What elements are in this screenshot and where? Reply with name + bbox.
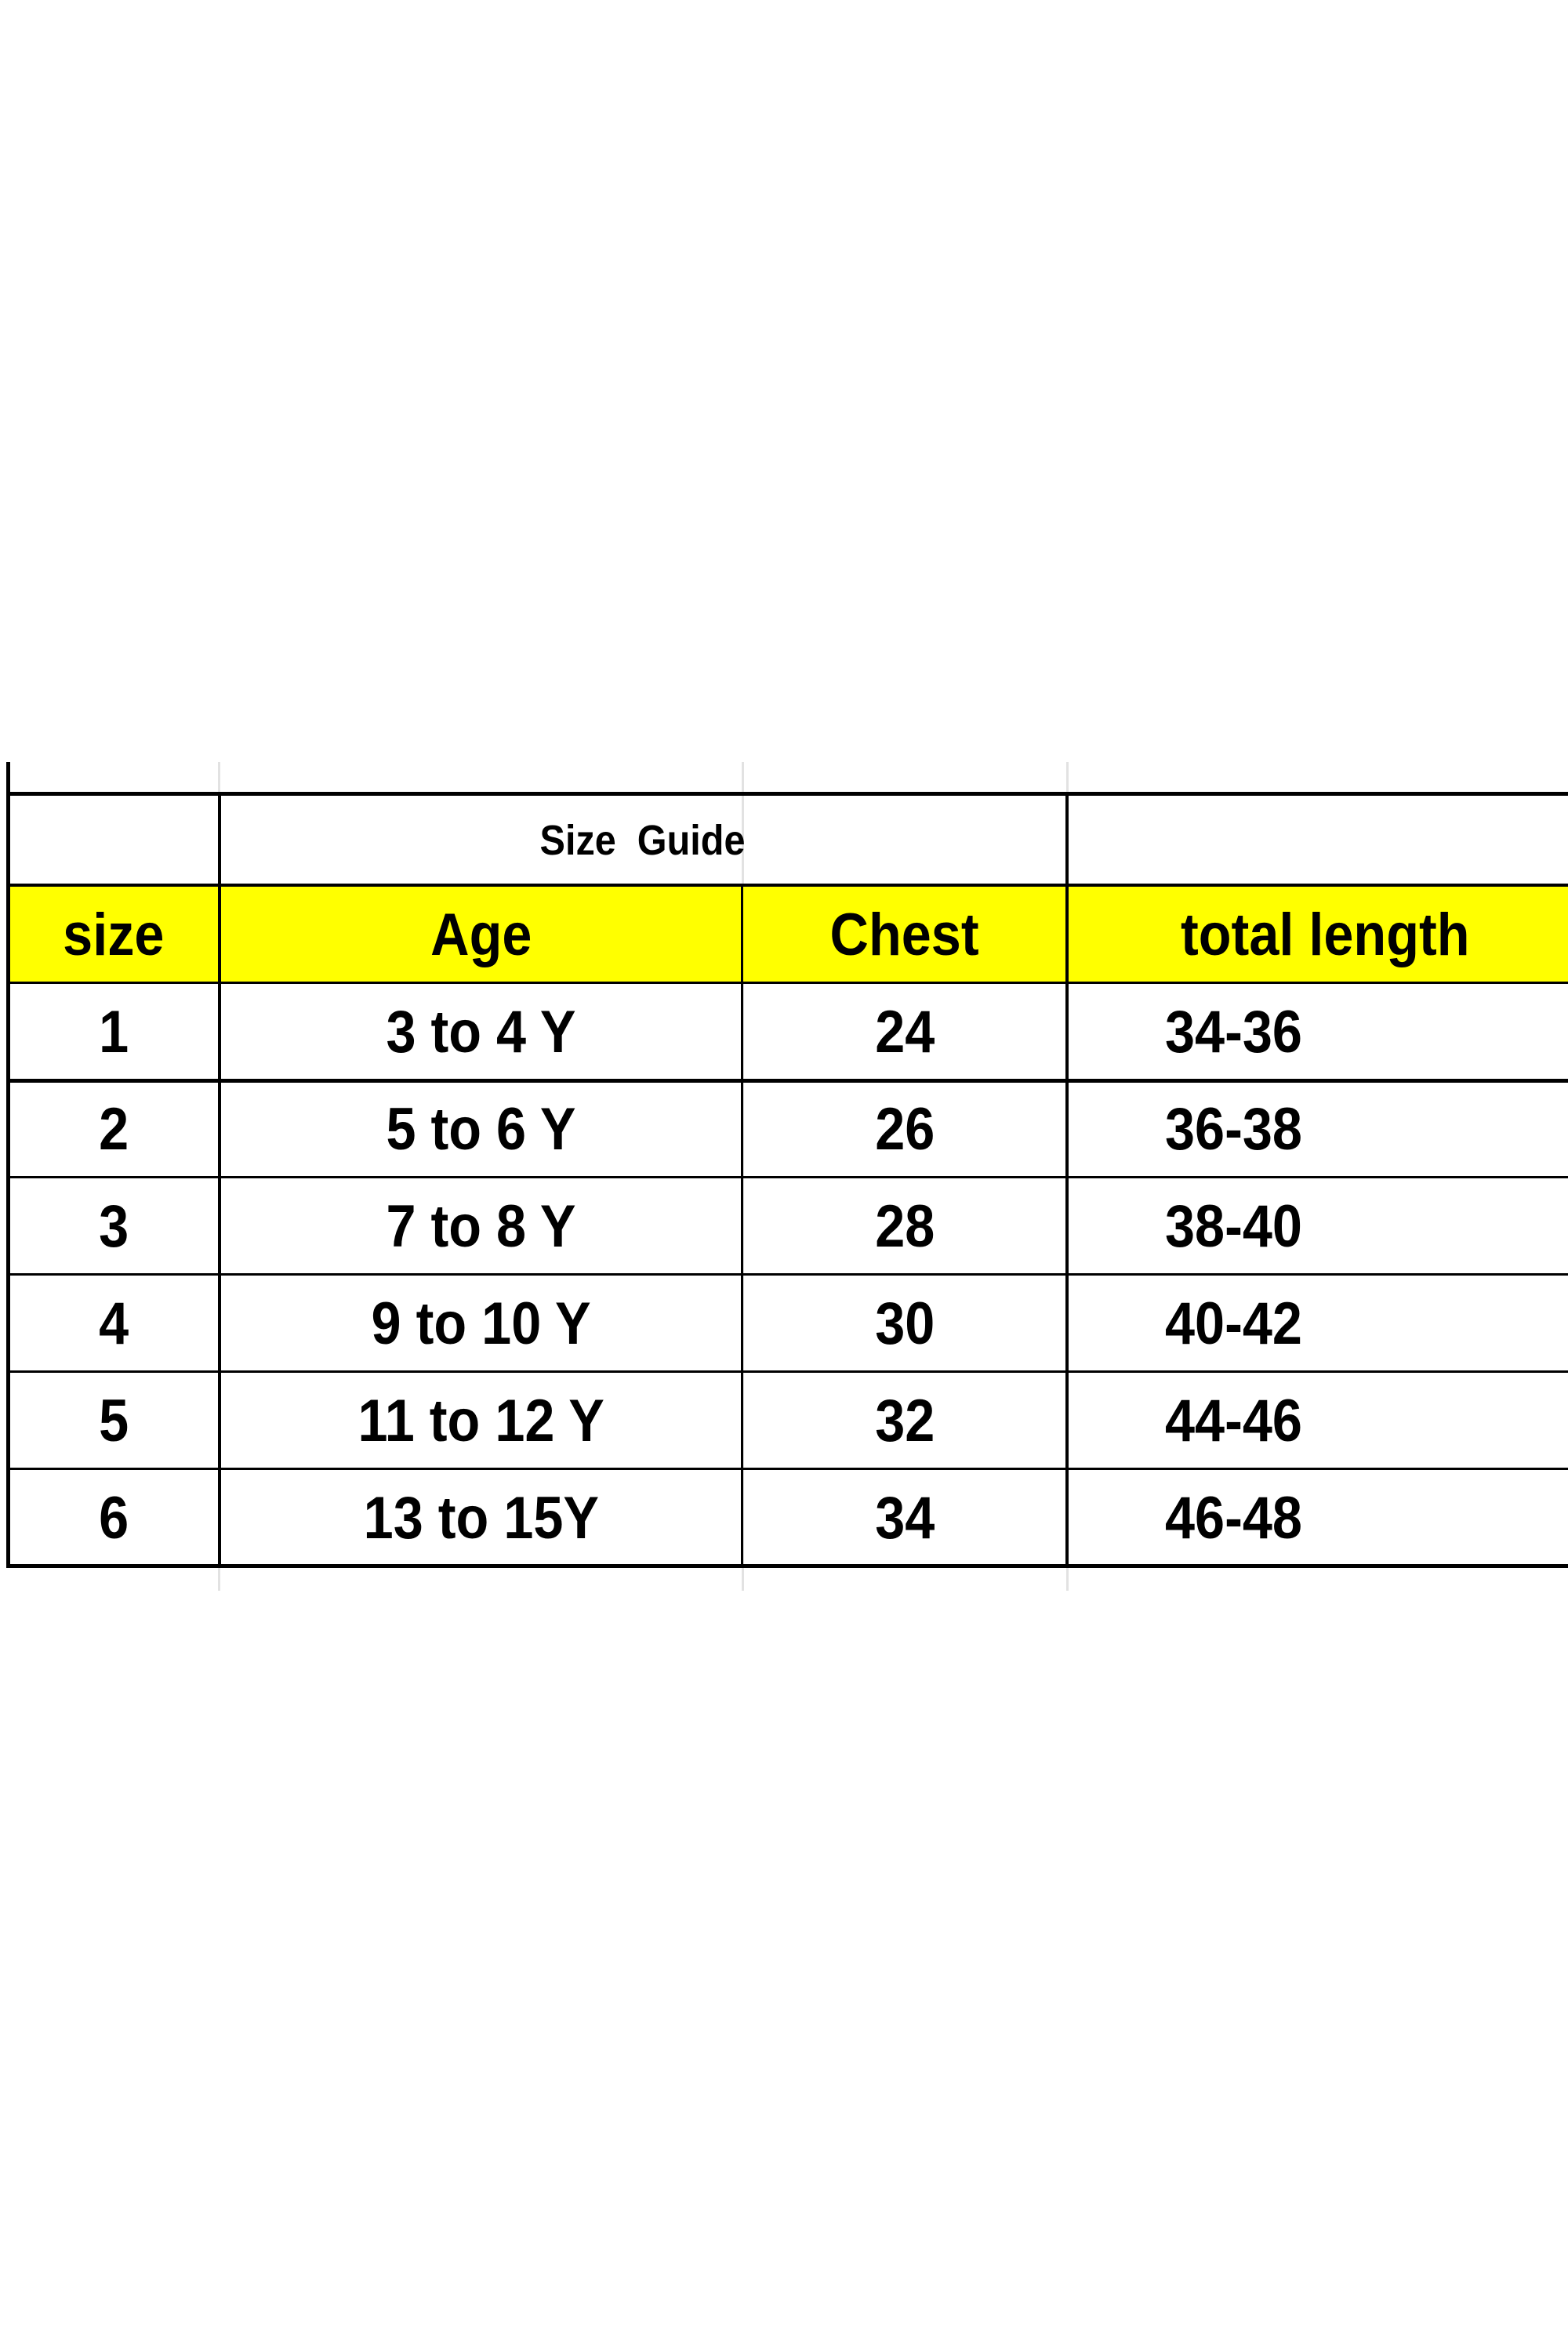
column-header-chest: Chest — [829, 901, 980, 968]
cell-total-length: 46-48 — [1165, 1484, 1302, 1552]
column-header-size: size — [63, 901, 165, 968]
border — [741, 885, 743, 1566]
row-divider — [6, 1468, 1568, 1470]
cell-size: 4 — [98, 1290, 129, 1357]
cell-age: 9 to 10 Y — [371, 1290, 591, 1357]
cell-age: 5 to 6 Y — [386, 1095, 576, 1163]
border — [218, 792, 1069, 796]
cell-size: 1 — [98, 998, 129, 1065]
row-divider — [6, 1273, 1568, 1276]
border — [6, 884, 1568, 887]
border — [6, 1564, 1568, 1568]
row-divider — [6, 1370, 1568, 1373]
cell-size: 2 — [98, 1095, 129, 1163]
border — [1065, 792, 1069, 1566]
header-row-background — [8, 886, 1568, 983]
cell-age: 7 to 8 Y — [386, 1192, 576, 1260]
cell-age: 3 to 4 Y — [386, 998, 576, 1065]
border — [218, 792, 221, 1566]
cell-total-length: 34-36 — [1165, 998, 1302, 1065]
row-divider — [6, 1176, 1568, 1178]
column-header-age: Age — [430, 901, 532, 968]
cell-chest: 28 — [874, 1192, 935, 1260]
cell-age: 13 to 15Y — [363, 1484, 599, 1552]
cell-total-length: 40-42 — [1165, 1290, 1302, 1357]
cell-chest: 32 — [874, 1387, 935, 1454]
cell-chest: 34 — [874, 1484, 935, 1552]
row-divider — [6, 1079, 1568, 1083]
cell-total-length: 36-38 — [1165, 1095, 1302, 1163]
cell-age: 11 to 12 Y — [358, 1387, 604, 1454]
border — [6, 982, 1568, 984]
cell-total-length: 38-40 — [1165, 1192, 1302, 1260]
cell-chest: 26 — [874, 1095, 935, 1163]
border — [6, 762, 10, 1568]
column-header-total-length: total length — [1181, 901, 1470, 968]
cell-chest: 24 — [874, 998, 935, 1065]
cell-size: 6 — [98, 1484, 129, 1552]
cell-chest: 30 — [874, 1290, 935, 1357]
cell-size: 3 — [98, 1192, 129, 1260]
cell-total-length: 44-46 — [1165, 1387, 1302, 1454]
cell-size: 5 — [98, 1387, 129, 1454]
table-title: Size Guide — [540, 816, 746, 864]
